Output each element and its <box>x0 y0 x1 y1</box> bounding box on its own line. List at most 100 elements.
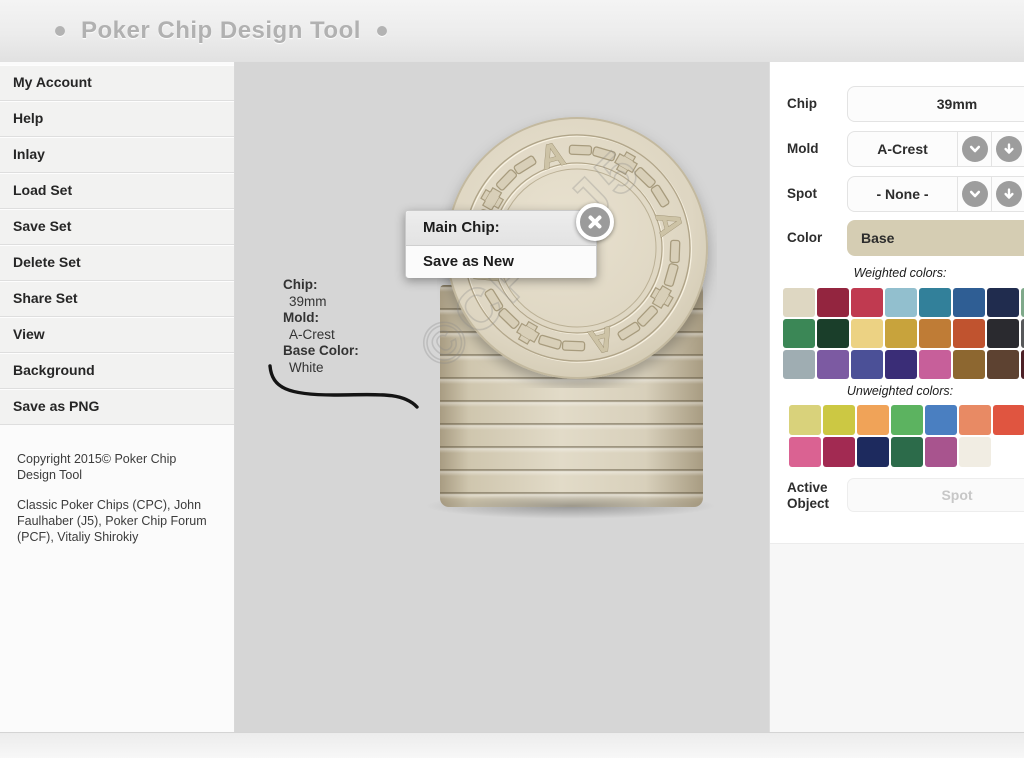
unweighted-swatch[interactable] <box>891 405 923 435</box>
mold-value: A-Crest <box>877 141 928 157</box>
callout-brace <box>268 364 419 409</box>
mold-dropdown-button[interactable] <box>957 132 991 166</box>
popup-title: Main Chip: <box>406 211 596 246</box>
spot-value: - None - <box>876 186 929 202</box>
unweighted-swatch[interactable] <box>857 405 889 435</box>
weighted-colors-grid <box>783 288 1024 379</box>
sidebar-item-save-set[interactable]: Save Set <box>0 209 234 245</box>
weighted-swatch[interactable] <box>919 350 951 379</box>
color-label: Color <box>787 230 823 245</box>
mold-select[interactable]: A-Crest <box>847 131 1024 167</box>
callout-base-color-value: White <box>289 359 324 375</box>
spot-label: Spot <box>787 186 817 201</box>
weighted-swatch[interactable] <box>1021 319 1024 348</box>
weighted-swatch[interactable] <box>919 319 951 348</box>
sidebar-item-view[interactable]: View <box>0 317 234 353</box>
unweighted-swatch[interactable] <box>959 405 991 435</box>
unweighted-swatch[interactable] <box>959 437 991 467</box>
unweighted-colors-grid <box>789 405 1024 467</box>
arrow-down-icon <box>995 136 1022 162</box>
app-title-row: Poker Chip Design Tool <box>55 17 387 45</box>
weighted-swatch[interactable] <box>783 319 815 348</box>
mold-label: Mold <box>787 141 819 156</box>
chip-size-label: Chip <box>787 96 817 111</box>
arrow-down-icon <box>995 181 1022 207</box>
sidebar-item-share-set[interactable]: Share Set <box>0 281 234 317</box>
sidebar-item-help[interactable]: Help <box>0 101 234 137</box>
unweighted-colors-title: Unweighted colors: <box>846 384 954 398</box>
weighted-swatch[interactable] <box>953 350 985 379</box>
weighted-swatch[interactable] <box>987 319 1019 348</box>
unweighted-swatch[interactable] <box>993 405 1024 435</box>
sidebar-item-save-as-png[interactable]: Save as PNG <box>0 389 234 425</box>
callout-chip-value: 39mm <box>289 293 327 309</box>
weighted-swatch[interactable] <box>953 319 985 348</box>
close-icon <box>588 215 602 229</box>
weighted-swatch[interactable] <box>885 350 917 379</box>
design-canvas: A A A A <box>235 62 769 732</box>
unweighted-swatch[interactable] <box>857 437 889 467</box>
spot-dropdown-button[interactable] <box>957 177 991 211</box>
sidebar-item-inlay[interactable]: Inlay <box>0 137 234 173</box>
sidebar-item-background[interactable]: Background <box>0 353 234 389</box>
active-object-label: Active Object <box>787 480 830 511</box>
weighted-swatch[interactable] <box>885 288 917 317</box>
weighted-swatch[interactable] <box>885 319 917 348</box>
weighted-swatch[interactable] <box>1021 288 1024 317</box>
unweighted-swatch[interactable] <box>925 437 957 467</box>
callout-mold-value: A-Crest <box>289 326 335 342</box>
copyright-line-1: Copyright 2015© Poker Chip Design Tool <box>17 452 177 482</box>
save-as-new-button[interactable]: Save as New <box>406 246 596 278</box>
unweighted-swatch[interactable] <box>891 437 923 467</box>
stack-shadow <box>413 492 728 520</box>
weighted-swatch[interactable] <box>783 288 815 317</box>
chevron-down-icon <box>961 181 988 207</box>
copyright-block: Copyright 2015© Poker Chip Design Tool C… <box>17 451 218 545</box>
weighted-swatch[interactable] <box>919 288 951 317</box>
chip-size-button[interactable]: 39mm <box>847 86 1024 122</box>
popup-close-button[interactable] <box>576 203 614 241</box>
main-chip-popup: Main Chip: Save as New <box>405 210 597 278</box>
copyright-line-2: Classic Poker Chips (CPC), John Faulhabe… <box>17 498 207 544</box>
weighted-swatch[interactable] <box>1021 350 1024 379</box>
app-title: Poker Chip Design Tool <box>81 17 361 44</box>
unweighted-swatch[interactable] <box>925 405 957 435</box>
weighted-swatch[interactable] <box>783 350 815 379</box>
app-footer <box>0 732 1024 758</box>
sidebar-item-my-account[interactable]: My Account <box>0 65 234 101</box>
sidebar: My Account Help Inlay Load Set Save Set Delet… <box>0 62 235 732</box>
weighted-swatch[interactable] <box>851 288 883 317</box>
chip-size-value: 39mm <box>936 96 978 112</box>
weighted-swatch[interactable] <box>987 350 1019 379</box>
active-object-button[interactable]: Spot <box>847 478 1024 512</box>
settings-panel: Chip 39mm Mold A-Crest Spot - None - <box>769 62 1024 732</box>
title-bullet-right-icon <box>376 26 387 36</box>
color-base-swatch[interactable]: Base <box>847 220 1024 256</box>
callout-base-color-label: Base Color: <box>283 343 359 358</box>
weighted-swatch[interactable] <box>987 288 1019 317</box>
weighted-colors-title: Weighted colors: <box>853 266 947 280</box>
weighted-swatch[interactable] <box>953 288 985 317</box>
mold-apply-button[interactable] <box>991 132 1024 166</box>
unweighted-swatch[interactable] <box>789 437 821 467</box>
callout-mold-label: Mold: <box>283 310 319 325</box>
unweighted-swatch[interactable] <box>823 437 855 467</box>
weighted-swatch[interactable] <box>851 350 883 379</box>
sidebar-item-delete-set[interactable]: Delete Set <box>0 245 234 281</box>
unweighted-swatch[interactable] <box>823 405 855 435</box>
weighted-swatch[interactable] <box>817 319 849 348</box>
unweighted-swatch[interactable] <box>789 405 821 435</box>
title-bullet-left-icon <box>55 26 65 36</box>
sidebar-item-load-set[interactable]: Load Set <box>0 173 234 209</box>
spot-select[interactable]: - None - <box>847 176 1024 212</box>
weighted-swatch[interactable] <box>817 350 849 379</box>
callout-chip-label: Chip: <box>283 277 318 292</box>
sidebar-menu: My Account Help Inlay Load Set Save Set Delet… <box>0 65 234 425</box>
spot-apply-button[interactable] <box>991 177 1024 211</box>
chip-info-callout: Chip: 39mm Mold: A-Crest Base Color: Whi… <box>283 277 433 376</box>
app-header: Poker Chip Design Tool <box>0 0 1024 63</box>
weighted-swatch[interactable] <box>817 288 849 317</box>
weighted-swatch[interactable] <box>851 319 883 348</box>
chevron-down-icon <box>961 136 988 162</box>
